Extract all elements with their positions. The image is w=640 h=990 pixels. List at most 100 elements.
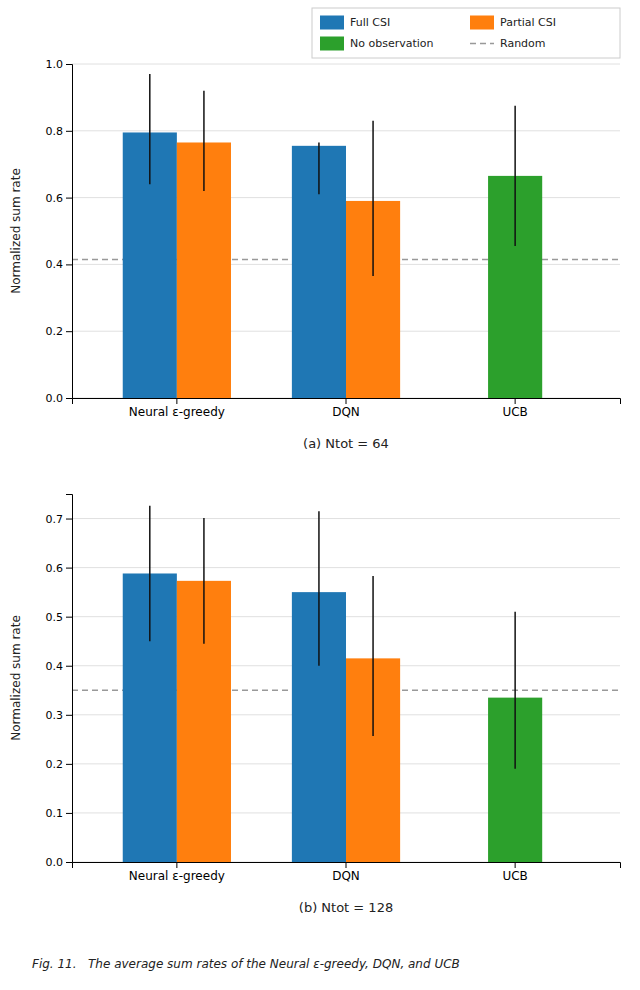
y-tick-mark	[66, 331, 72, 332]
x-tick-label: UCB	[502, 869, 527, 883]
y-tick-mark	[66, 715, 72, 716]
x-tick-mark	[176, 862, 177, 868]
y-tick-label: 0.4	[46, 258, 64, 271]
grid	[72, 519, 620, 862]
panel: 0.0 0.1 0.2 0.3 0.4 0.5 0.6 0.7 Neural ε-greedy D…	[9, 495, 621, 916]
x-axis: Neural ε-greedy DQN UCB	[73, 862, 621, 883]
y-tick: 0.2	[46, 758, 73, 771]
legend-swatch	[470, 43, 494, 45]
x-tick-mark	[176, 398, 177, 404]
y-tick-label: 0.1	[46, 807, 64, 820]
x-tick-mark	[515, 398, 516, 404]
x-tick-label: DQN	[332, 869, 360, 883]
x-tick: Neural ε-greedy	[129, 398, 225, 419]
y-axis: 0.0 0.2 0.4 0.6 0.8 1.0	[46, 58, 73, 405]
error-bar	[203, 91, 205, 191]
legend-swatch	[320, 37, 344, 51]
y-tick: 0.6	[46, 192, 73, 205]
error-bar	[149, 506, 151, 641]
legend-swatch	[320, 16, 344, 30]
y-tick: 0.2	[46, 325, 73, 338]
error-bar	[514, 106, 516, 246]
y-tick-label: 0.5	[46, 611, 64, 624]
y-tick-mark	[66, 519, 72, 520]
legend-item: Full CSI	[320, 16, 390, 30]
grid	[72, 64, 620, 398]
caption: Fig. 11. The average sum rates of the Ne…	[32, 957, 460, 971]
y-tick-label: 0.7	[46, 513, 64, 526]
x-tick-label: Neural ε-greedy	[129, 405, 225, 419]
y-tick-mark	[66, 617, 72, 618]
error-bar	[514, 612, 516, 769]
y-tick-mark	[66, 568, 72, 569]
y-tick: 0.4	[46, 258, 73, 271]
x-tick: UCB	[502, 862, 527, 883]
error-bar	[372, 121, 374, 276]
x-tick-label: Neural ε-greedy	[129, 869, 225, 883]
x-axis-line	[73, 863, 621, 869]
x-tick: UCB	[502, 398, 527, 419]
y-tick-label: 0.8	[46, 125, 64, 138]
y-axis-line	[66, 65, 73, 399]
error-bar	[318, 511, 320, 666]
y-tick: 0.0	[46, 856, 73, 869]
y-tick-mark	[66, 131, 72, 132]
y-tick: 0.5	[46, 611, 73, 624]
panel: 0.0 0.2 0.4 0.6 0.8 1.0 Neural ε-greedy DQN UCB N…	[9, 8, 621, 451]
x-tick-mark	[515, 862, 516, 868]
y-axis-title: Normalized sum rate	[9, 615, 23, 741]
x-tick-mark	[346, 862, 347, 868]
y-tick-mark	[66, 64, 72, 65]
x-axis-title: (a) Ntot = 64	[303, 436, 389, 451]
y-tick-label: 0.0	[46, 856, 64, 869]
marks	[72, 74, 620, 398]
marks	[72, 506, 620, 862]
error-bar	[318, 142, 320, 194]
legend-label: Random	[500, 37, 546, 50]
chart-svg: 0.00.20.40.60.81.0Neural ε-greedyDQNUCBN…	[0, 0, 640, 990]
y-tick-mark	[66, 398, 72, 399]
x-tick: DQN	[332, 398, 360, 419]
y-axis-title: Normalized sum rate	[9, 168, 23, 294]
legend-label: No observation	[350, 37, 434, 50]
grid-line	[72, 518, 620, 519]
y-tick: 0.0	[46, 392, 73, 405]
y-axis-line	[66, 495, 73, 863]
y-tick-mark	[66, 666, 72, 667]
x-tick-mark	[346, 398, 347, 404]
x-axis-line	[73, 399, 621, 405]
y-tick-label: 0.2	[46, 325, 64, 338]
y-tick-mark	[66, 264, 72, 265]
y-tick: 0.1	[46, 807, 73, 820]
legend-item: No observation	[320, 37, 434, 51]
x-axis-title: (b) Ntot = 128	[299, 900, 393, 915]
legend: Full CSI Partial CSI No observation Random	[312, 8, 620, 58]
x-tick: DQN	[332, 862, 360, 883]
y-axis: 0.0 0.1 0.2 0.3 0.4 0.5 0.6 0.7	[46, 495, 73, 870]
legend-item: Partial CSI	[470, 16, 556, 30]
y-tick-label: 1.0	[46, 58, 64, 71]
y-tick-label: 0.6	[46, 192, 64, 205]
y-tick-label: 0.6	[46, 562, 64, 575]
y-tick-label: 0.2	[46, 758, 64, 771]
y-tick-mark	[66, 862, 72, 863]
legend-item: Random	[470, 37, 546, 50]
legend-label: Partial CSI	[500, 16, 556, 29]
chart-container: 0.00.20.40.60.81.0Neural ε-greedyDQNUCBN…	[0, 0, 640, 990]
y-tick: 0.3	[46, 709, 73, 722]
y-tick: 0.4	[46, 660, 73, 673]
y-tick: 0.7	[46, 513, 73, 526]
y-tick: 1.0	[46, 58, 73, 71]
grid-line	[72, 567, 620, 568]
grid-line	[72, 130, 620, 131]
error-bar	[149, 74, 151, 184]
error-bar	[372, 576, 374, 736]
x-tick-label: UCB	[502, 405, 527, 419]
y-tick-label: 0.0	[46, 392, 64, 405]
y-tick-mark	[66, 764, 72, 765]
legend-label: Full CSI	[350, 16, 390, 29]
error-bar	[203, 518, 205, 644]
x-tick-label: DQN	[332, 405, 360, 419]
grid-line	[72, 64, 620, 65]
legend-frame	[312, 8, 620, 58]
